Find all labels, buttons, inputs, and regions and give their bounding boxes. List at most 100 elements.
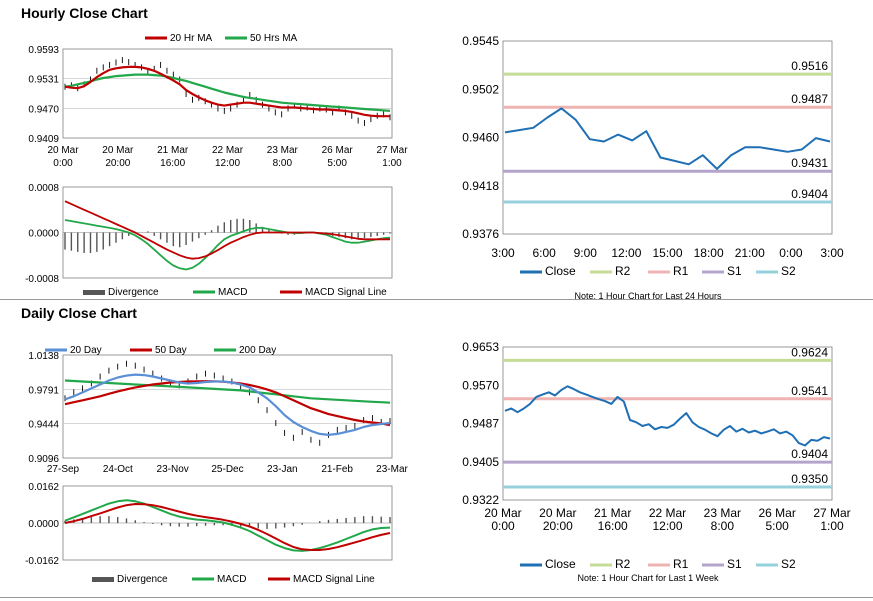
hourly-price-legend-ma50-label: 50 Hrs MA	[250, 33, 298, 44]
daily-levels-ytick-label: 0.9487	[462, 417, 499, 431]
hourly-levels-xtick-label: 6:00	[532, 246, 556, 260]
hourly-levels-level-label-s2: 0.9404	[791, 187, 828, 201]
hourly-levels-xtick-label: 3:00	[491, 246, 515, 260]
hourly-price-xtick-label: 22 Mar	[212, 145, 244, 156]
daily-levels-ytick-label: 0.9322	[462, 493, 499, 507]
daily-section-title: Daily Close Chart	[21, 305, 137, 321]
daily-levels-level-label-r2: 0.9624	[791, 345, 828, 359]
hourly-price-xtick-label: 20:00	[105, 158, 130, 169]
daily-levels-close-line	[504, 385, 831, 447]
daily-levels-level-label-s2: 0.9350	[791, 472, 828, 486]
hourly-levels-xtick-label: 15:00	[652, 246, 682, 260]
daily-levels-level-label-s1: 0.9404	[791, 447, 828, 461]
hourly-levels-ytick-label: 0.9460	[462, 131, 499, 145]
hourly-macd-ytick-label: -0.0008	[25, 274, 59, 285]
daily-price-ytick-label: 1.0138	[28, 351, 59, 362]
hourly-macd-legend-signal-label: MACD Signal Line	[305, 287, 387, 298]
daily-price-xtick-label: 25-Dec	[211, 464, 243, 475]
hourly-levels-legend-close-label: Close	[545, 264, 576, 278]
hourly-levels-xtick-label: 21:00	[735, 246, 765, 260]
daily-levels-xtick-label: 21 Mar	[594, 506, 631, 520]
daily-levels-xtick-label: 8:00	[711, 519, 735, 533]
daily-levels-plot-frame	[502, 346, 833, 501]
daily-price-legend-20day-label: 20 Day	[70, 345, 102, 356]
hourly-levels-legend-s2-label: S2	[781, 264, 796, 278]
hourly-macd-macd-line	[64, 219, 391, 271]
daily-levels-ytick-label: 0.9405	[462, 455, 499, 469]
hourly-price-xtick-label: 0:00	[53, 158, 73, 169]
daily-levels-xtick-label: 20:00	[543, 519, 573, 533]
daily-macd-macd-line	[64, 499, 391, 552]
hourly-levels-level-label-r1: 0.9487	[791, 92, 828, 106]
daily-levels-ytick-label: 0.9653	[462, 340, 499, 354]
hourly-section-title: Hourly Close Chart	[21, 5, 148, 21]
hourly-levels-xtick-label: 3:00	[820, 246, 844, 260]
daily-price-ytick-label: 0.9444	[28, 420, 59, 431]
hourly-levels-level-label-r2: 0.9516	[791, 59, 828, 73]
daily-levels-xtick-label: 27 Mar	[813, 506, 850, 520]
daily-levels-xtick-label: 16:00	[598, 519, 628, 533]
hourly-price-xtick-label: 8:00	[273, 158, 293, 169]
daily-levels-xtick-label: 5:00	[765, 519, 789, 533]
daily-price-ma50-line	[64, 380, 391, 427]
daily-levels-legend-close-label: Close	[545, 557, 576, 571]
daily-price-ma20-line	[64, 373, 391, 436]
bottom-divider	[0, 597, 873, 598]
hourly-levels-xtick-label: 9:00	[574, 246, 598, 260]
daily-price-ma200-line	[64, 379, 391, 404]
daily-price-xtick-label: 24-Oct	[103, 464, 133, 475]
hourly-levels-plot-frame	[502, 40, 833, 235]
daily-macd-ytick-label: 0.0000	[28, 519, 59, 530]
hourly-macd-legend-divergence-label: Divergence	[108, 287, 159, 298]
hourly-levels-ytick-label: 0.9502	[462, 82, 499, 96]
hourly-price-xtick-label: 27 Mar	[376, 145, 408, 156]
daily-price-ytick-label: 0.9096	[28, 454, 59, 465]
daily-levels-legend-r1-label: R1	[673, 557, 689, 571]
hourly-levels-legend-r2-label: R2	[615, 264, 631, 278]
daily-macd-ytick-label: 0.0162	[28, 482, 59, 493]
hourly-price-ytick-label: 0.9470	[28, 104, 59, 115]
hourly-price-ma20-line	[64, 65, 390, 118]
hourly-macd-legend-macd-label: MACD	[218, 287, 247, 298]
daily-price-xtick-label: 21-Feb	[321, 464, 353, 475]
hourly-price-plot-frame	[62, 48, 393, 139]
hourly-levels-legend-s1-label: S1	[727, 264, 742, 278]
daily-macd-legend-divergence-label: Divergence	[117, 574, 168, 585]
hourly-levels-xtick-label: 12:00	[611, 246, 641, 260]
daily-levels-xtick-label: 12:00	[652, 519, 682, 533]
daily-macd-ytick-label: -0.0162	[25, 556, 59, 567]
daily-levels-legend-s1-label: S1	[727, 557, 742, 571]
daily-price-xtick-label: 23-Mar	[376, 464, 408, 475]
hourly-price-xtick-label: 16:00	[160, 158, 185, 169]
hourly-levels-close-line	[504, 107, 831, 170]
daily-price-ytick-label: 0.9791	[28, 385, 59, 396]
daily-levels-xtick-label: 20 Mar	[539, 506, 576, 520]
hourly-price-xtick-label: 23 Mar	[267, 145, 299, 156]
hourly-levels-xtick-label: 18:00	[694, 246, 724, 260]
daily-macd-legend-macd-label: MACD	[217, 574, 246, 585]
hourly-levels-note: Note: 1 Hour Chart for Last 24 Hours	[574, 291, 722, 301]
hourly-price-xtick-label: 5:00	[327, 158, 347, 169]
hourly-price-ytick-label: 0.9409	[28, 134, 59, 145]
hourly-price-ytick-label: 0.9593	[28, 45, 59, 56]
hourly-price-xtick-label: 20 Mar	[102, 145, 134, 156]
daily-levels-xtick-label: 20 Mar	[484, 506, 521, 520]
daily-levels-xtick-label: 23 Mar	[704, 506, 741, 520]
daily-levels-xtick-label: 22 Mar	[649, 506, 686, 520]
hourly-price-xtick-label: 21 Mar	[157, 145, 189, 156]
daily-levels-legend-s2-label: S2	[781, 557, 796, 571]
daily-price-legend-50day-label: 50 Day	[155, 345, 187, 356]
section-divider	[0, 299, 873, 300]
hourly-levels-ytick-label: 0.9545	[462, 34, 499, 48]
daily-price-xtick-label: 27-Sep	[47, 464, 80, 475]
hourly-price-ma50-line	[64, 73, 391, 112]
daily-levels-legend-r2-label: R2	[615, 557, 631, 571]
hourly-levels-ytick-label: 0.9418	[462, 179, 499, 193]
daily-macd-legend-divergence-swatch	[92, 577, 114, 582]
hourly-price-xtick-label: 20 Mar	[47, 145, 79, 156]
hourly-levels-ytick-label: 0.9376	[462, 227, 499, 241]
hourly-price-legend-ma20-label: 20 Hr MA	[170, 33, 213, 44]
daily-levels-xtick-label: 1:00	[820, 519, 844, 533]
hourly-macd-ytick-label: 0.0008	[28, 183, 59, 194]
